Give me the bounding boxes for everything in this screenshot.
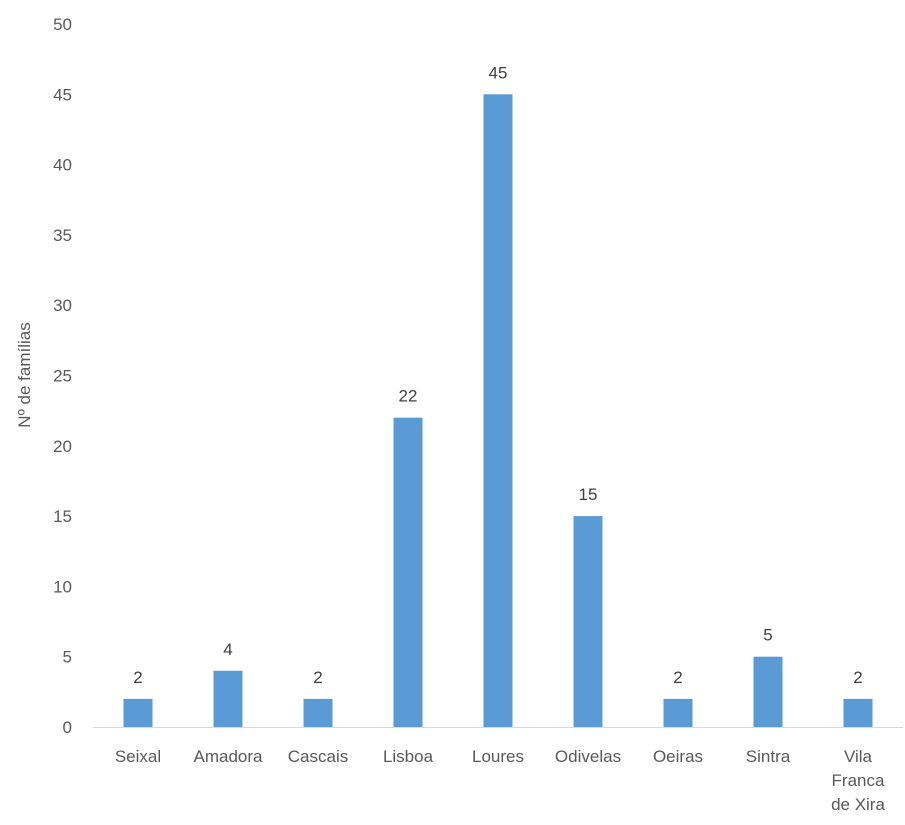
y-axis-label: Nº de famílias [15,322,34,427]
y-tick-label: 10 [53,577,72,596]
bar [663,698,693,727]
data-label: 5 [763,626,772,645]
bar [483,94,513,728]
y-tick-label: 45 [53,85,72,104]
data-label: 15 [579,485,598,504]
data-label: 2 [133,668,142,687]
bar [753,656,783,727]
x-tick-label: Amadora [194,747,264,766]
bars [123,94,873,728]
x-tick-label: Odivelas [555,747,621,766]
bar [573,516,603,727]
y-tick-label: 0 [63,718,72,737]
y-axis-ticks: 0 5 10 15 20 25 30 35 40 45 50 [53,15,72,737]
bar [303,698,333,727]
bar [843,698,873,727]
y-tick-label: 30 [53,296,72,315]
data-label: 22 [399,387,418,406]
x-tick-label: Oeiras [653,747,703,766]
y-tick-label: 25 [53,367,72,386]
y-tick-label: 5 [63,648,72,667]
data-label: 2 [853,668,862,687]
x-tick-label: Loures [472,747,524,766]
data-label: 45 [489,63,508,82]
x-tick-label: Vila Franca de Xira [831,747,885,814]
data-label: 2 [313,668,322,687]
x-tick-label: Lisboa [383,747,434,766]
data-label: 2 [673,668,682,687]
y-tick-label: 15 [53,507,72,526]
category-labels: Seixal Amadora Cascais Lisboa Loures Odivelas… [115,747,886,814]
data-label: 4 [223,640,232,659]
bar [123,698,153,727]
y-tick-label: 40 [53,156,72,175]
x-tick-label: Cascais [288,747,348,766]
y-tick-label: 35 [53,226,72,245]
bar [213,670,243,727]
y-tick-label: 50 [53,15,72,34]
x-tick-label: Seixal [115,747,161,766]
y-tick-label: 20 [53,437,72,456]
bar [393,417,423,727]
x-tick-label: Sintra [746,747,791,766]
